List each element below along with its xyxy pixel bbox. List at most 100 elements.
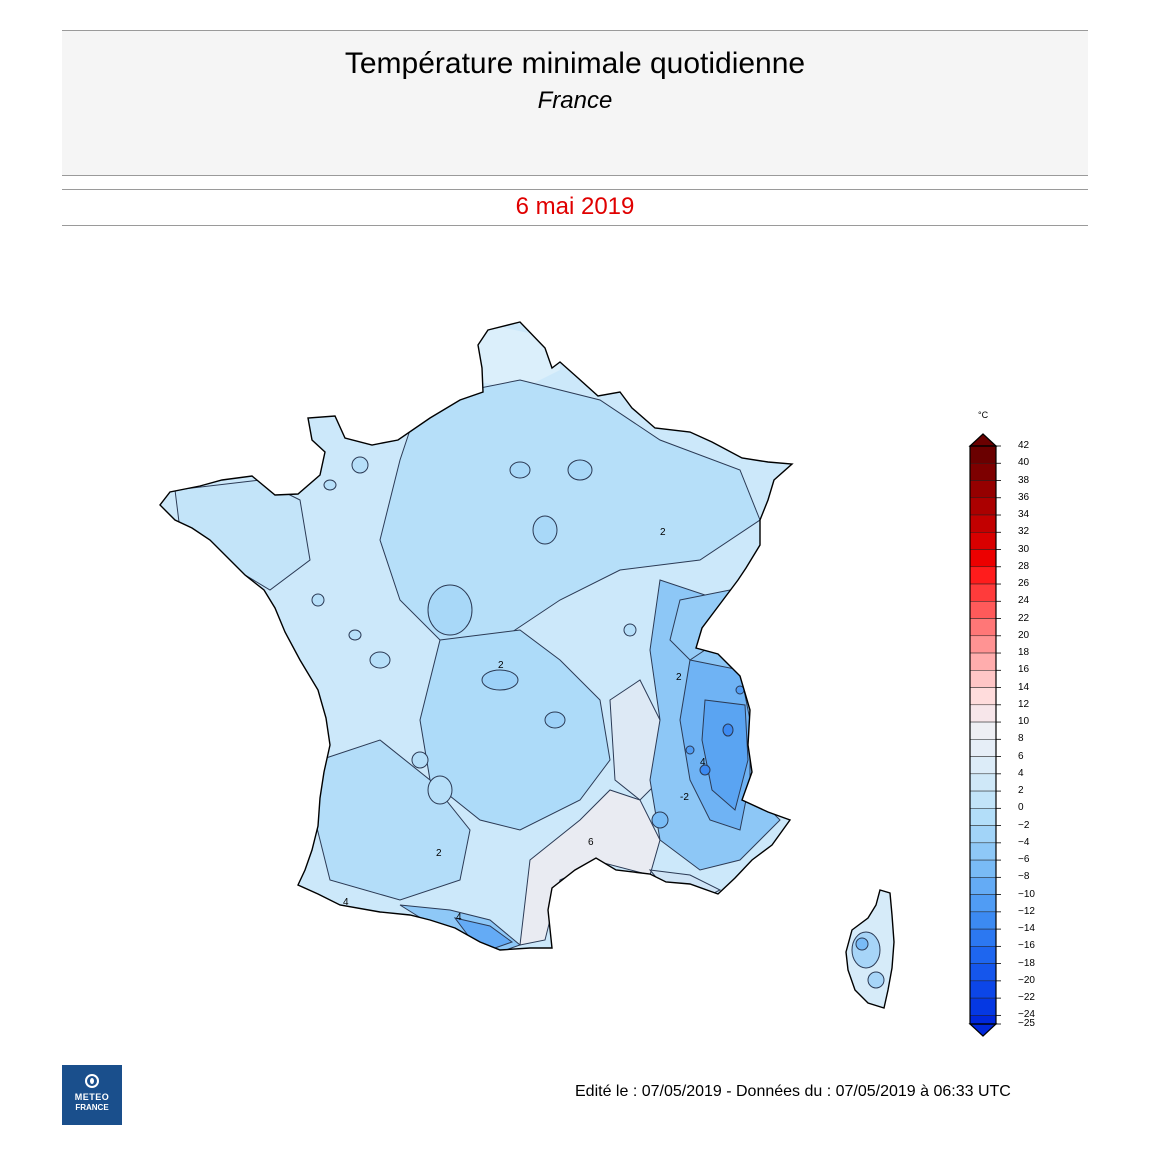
legend-tick-label: −16 bbox=[1018, 940, 1035, 952]
legend-segment bbox=[969, 532, 997, 550]
legend-segment bbox=[969, 618, 997, 637]
legend-tick-label: 32 bbox=[1018, 526, 1030, 538]
meteo-france-logo: METEO FRANCE bbox=[62, 1065, 122, 1125]
legend-tick-label: 30 bbox=[1018, 543, 1030, 555]
contour-blob bbox=[567, 459, 593, 481]
legend-tick-label: −20 bbox=[1018, 974, 1035, 986]
legend-tick-label: −6 bbox=[1018, 854, 1030, 866]
contour-label: -2 bbox=[680, 792, 689, 803]
legend-tick-label: −2 bbox=[1018, 819, 1030, 831]
legend-tick-label: 0 bbox=[1018, 802, 1024, 814]
legend-segment bbox=[969, 652, 997, 671]
page-title: Température minimale quotidienne bbox=[344, 47, 806, 80]
contour-blob bbox=[411, 751, 429, 769]
contour-blob bbox=[623, 623, 637, 637]
contour-label: 2 bbox=[436, 848, 442, 859]
zone-aquitaine bbox=[314, 739, 471, 901]
legend-tick-label: 2 bbox=[1018, 785, 1024, 797]
contour-blob bbox=[348, 629, 362, 641]
legend-outline bbox=[969, 445, 997, 1025]
contour-blob bbox=[651, 811, 669, 829]
legend-segment bbox=[969, 583, 997, 602]
contour-blob bbox=[323, 479, 337, 491]
legend-segment bbox=[969, 739, 997, 757]
legend-tick-label: 18 bbox=[1018, 647, 1030, 659]
legend-segment bbox=[969, 635, 997, 654]
legend-unit: °C bbox=[978, 410, 989, 420]
legend-segment bbox=[969, 877, 997, 895]
legend-segment bbox=[969, 928, 997, 947]
legend-segment bbox=[969, 790, 997, 809]
zone-bassin-parisien bbox=[379, 379, 761, 641]
legend-segment bbox=[969, 497, 997, 516]
legend-segment bbox=[969, 859, 997, 878]
legend-tick-label: 10 bbox=[1018, 716, 1030, 728]
logo-text-line2: FRANCE bbox=[75, 1103, 109, 1112]
contour-label: 2 bbox=[498, 660, 504, 671]
legend-tick-label: 8 bbox=[1018, 733, 1024, 745]
page-subtitle: France bbox=[537, 87, 613, 114]
legend-tick-label: 26 bbox=[1018, 578, 1030, 590]
legend-tick-label: 42 bbox=[1018, 440, 1030, 451]
legend-tick-label: 6 bbox=[1018, 750, 1024, 762]
legend-tick-label: 22 bbox=[1018, 612, 1030, 624]
contour-blob bbox=[509, 461, 531, 479]
contour-blob bbox=[427, 775, 453, 805]
legend-segment bbox=[969, 997, 997, 1016]
contour-label: 4 bbox=[700, 757, 706, 768]
contour-blob bbox=[722, 723, 734, 737]
legend-tick-label: −4 bbox=[1018, 836, 1030, 848]
legend-tick-label: 24 bbox=[1018, 595, 1030, 607]
legend-segment bbox=[969, 825, 997, 844]
contour-blob bbox=[311, 593, 325, 607]
legend-tick-label: −14 bbox=[1018, 923, 1035, 935]
date-bar: 6 mai 2019 bbox=[62, 189, 1088, 226]
legend-top-arrow bbox=[968, 433, 998, 447]
legend-tick-label: −22 bbox=[1018, 992, 1035, 1004]
legend-segment bbox=[969, 946, 997, 964]
legend-segment bbox=[969, 842, 997, 861]
legend-tick-label: 20 bbox=[1018, 629, 1030, 641]
legend-segment bbox=[969, 480, 997, 499]
legend-tick-label: 28 bbox=[1018, 560, 1030, 572]
legend-segment bbox=[969, 756, 997, 775]
legend-segment bbox=[969, 773, 997, 792]
temperature-zones bbox=[174, 322, 781, 950]
contour-label: 2 bbox=[676, 672, 682, 683]
contour-blob bbox=[427, 584, 473, 636]
legend-segment bbox=[969, 549, 997, 568]
legend-tick-label: 12 bbox=[1018, 698, 1030, 710]
legend-segment bbox=[969, 704, 997, 723]
contour-blob bbox=[685, 745, 695, 755]
zone-alpes-3 bbox=[701, 699, 749, 811]
contour-label: 4 bbox=[343, 897, 349, 908]
corse-island bbox=[845, 889, 895, 1009]
legend-segment bbox=[969, 670, 997, 688]
legend-segment bbox=[969, 601, 997, 619]
legend-segment bbox=[969, 911, 997, 930]
legend-tick-label: 14 bbox=[1018, 681, 1030, 693]
contour-blob bbox=[481, 669, 519, 691]
legend-tick-label: −18 bbox=[1018, 957, 1035, 969]
legend-segment bbox=[969, 514, 997, 533]
contour-label: 2 bbox=[660, 527, 666, 538]
meteo-france-emblem-icon bbox=[85, 1074, 99, 1088]
legend-tick-label: 4 bbox=[1018, 767, 1024, 779]
contour-label: 6 bbox=[588, 837, 594, 848]
legend-tick-label: −25 bbox=[1018, 1018, 1035, 1029]
contour-blob bbox=[532, 515, 558, 545]
contour-blob bbox=[699, 764, 711, 776]
legend-tick-label: 40 bbox=[1018, 457, 1030, 469]
legend-tick-label: 16 bbox=[1018, 664, 1030, 676]
zone-bretagne bbox=[174, 479, 311, 591]
contour-label: 4 bbox=[456, 912, 462, 923]
legend-bottom-arrow bbox=[968, 1023, 998, 1037]
map-date: 6 mai 2019 bbox=[515, 193, 635, 220]
contour-blob bbox=[369, 651, 391, 669]
logo-text-line1: METEO bbox=[74, 1092, 110, 1102]
legend-tick-label: 36 bbox=[1018, 491, 1030, 503]
legend-color-bar bbox=[968, 433, 1001, 1037]
legend-segment bbox=[969, 463, 997, 481]
contour-labels: 2 2 2 2 4 4 6 -2 4 bbox=[343, 527, 706, 923]
